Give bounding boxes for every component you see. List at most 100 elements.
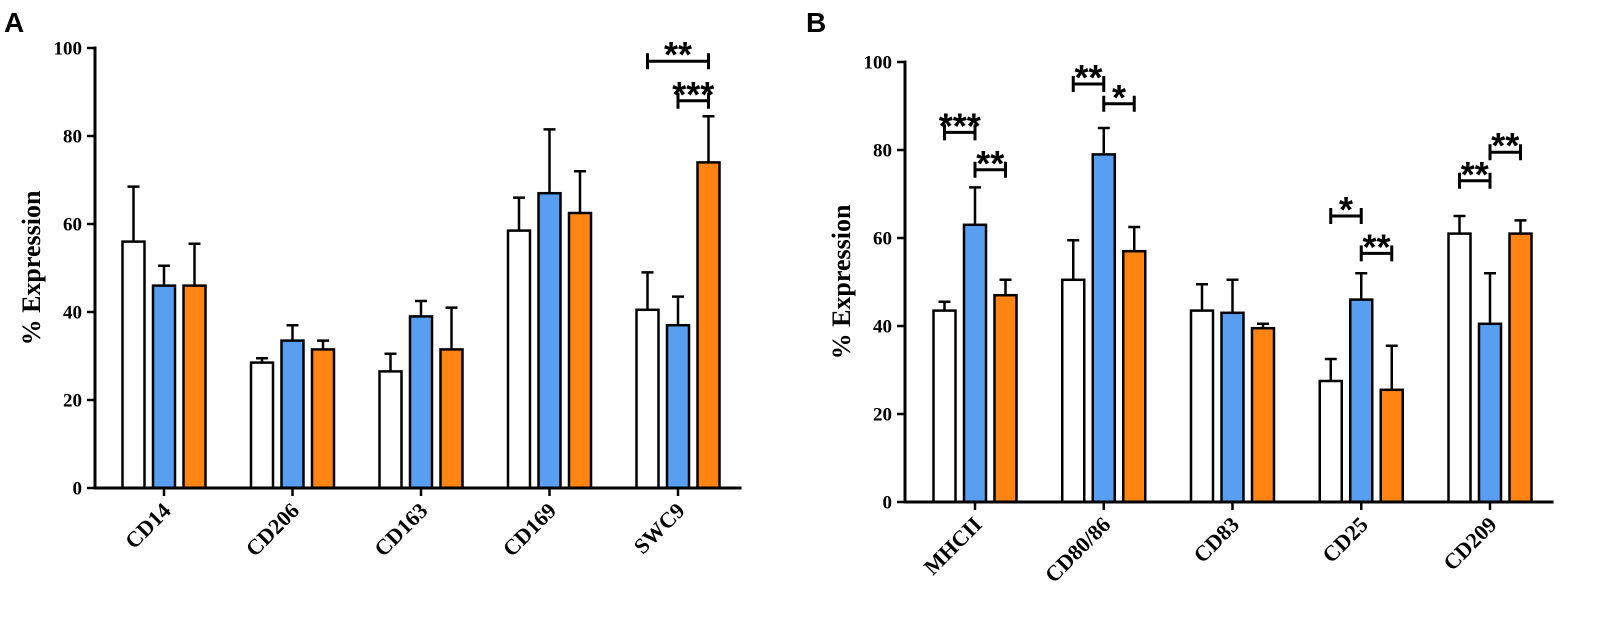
bar-cd83-2 (1220, 311, 1245, 504)
bar-cd169-1 (506, 229, 532, 490)
category-label-mhcii: MHCII (919, 512, 987, 580)
significance-label: ** (976, 143, 1004, 184)
bar-cd25-3 (1379, 388, 1404, 504)
error-bar-mhcii-3 (999, 278, 1012, 296)
bar-cd83-1 (1189, 309, 1215, 504)
error-bar-cd209-1 (1453, 214, 1466, 234)
error-bar-cd14-3 (188, 242, 201, 286)
bar-mhcii-3 (993, 293, 1018, 504)
error-bar-cd206-1 (256, 356, 268, 363)
y-tick-label: 20 (873, 405, 892, 426)
bar-cd83-3 (1250, 326, 1276, 504)
error-bar-cd14-1 (127, 185, 140, 242)
significance-bracket (1458, 172, 1492, 189)
significance-label: *** (672, 74, 714, 115)
chart-panel-b: B % Expression 0 20 40 60 80 100 MHCII CD80/86 CD8… (806, 7, 1554, 588)
bar-cd25-1 (1318, 379, 1343, 504)
y-tick-label: 80 (63, 127, 82, 148)
error-bar-cd209-2 (1484, 271, 1496, 324)
bar-cd80-86-2 (1091, 153, 1116, 504)
y-tick-label: 20 (63, 391, 82, 412)
error-bar-swc9-2 (672, 295, 684, 326)
bar-cd80-86-3 (1122, 249, 1147, 504)
category-label-cd14: CD14 (120, 498, 176, 554)
significance-bracket (1102, 95, 1136, 112)
significance-bracket (1488, 144, 1522, 161)
bar-swc9-1 (635, 308, 660, 490)
bar-cd206-2 (280, 339, 305, 490)
y-tick-label: 100 (54, 39, 83, 60)
category-label-cd80-86: CD80/86 (1040, 512, 1116, 588)
error-bar-mhcii-2 (969, 186, 981, 225)
error-bar-mhcii-1 (938, 300, 951, 311)
bar-cd14-3 (182, 284, 207, 490)
bar-mhcii-2 (962, 223, 988, 504)
category-label-cd209: CD209 (1438, 512, 1501, 575)
bar-cd80-86-1 (1061, 278, 1086, 504)
significance-bracket (943, 124, 977, 141)
category-label-cd25: CD25 (1317, 512, 1373, 568)
category-label-swc9: SWC9 (629, 498, 690, 559)
significance-label: *** (939, 105, 981, 146)
bar-cd14-1 (121, 240, 146, 490)
error-bar-cd83-3 (1257, 322, 1269, 329)
significance-label: ** (1461, 154, 1489, 195)
bar-cd25-2 (1349, 298, 1374, 504)
error-bar-cd163-3 (445, 306, 458, 350)
y-tick-label: 0 (73, 479, 83, 500)
error-bar-cd14-2 (158, 264, 170, 286)
panel-label: B (806, 7, 826, 38)
y-tick-label: 0 (883, 493, 893, 514)
bar-cd163-3 (439, 348, 464, 490)
error-bar-cd163-1 (384, 352, 397, 372)
bar-cd206-1 (249, 361, 275, 490)
y-tick-label: 40 (63, 303, 82, 324)
error-bar-cd80-86-3 (1128, 225, 1141, 252)
bar-cd209-1 (1447, 232, 1472, 504)
category-label-cd83: CD83 (1188, 512, 1244, 568)
bar-swc9-2 (665, 323, 691, 490)
error-bar-cd169-2 (543, 128, 556, 194)
significance-bracket (646, 53, 710, 70)
error-bar-swc9-1 (641, 271, 654, 310)
y-axis-label: % Expression (827, 204, 856, 359)
category-label-cd206: CD206 (241, 498, 304, 561)
error-bar-cd25-2 (1355, 271, 1368, 300)
significance-label: ** (1074, 57, 1102, 98)
y-axis-label: % Expression (17, 190, 46, 345)
chart-panel-a: A % Expression 0 20 40 60 80 100 CD14 CD206 CD163 C… (4, 7, 742, 561)
bar-cd163-2 (408, 315, 434, 490)
bar-swc9-3 (696, 161, 721, 490)
y-tick-label: 40 (873, 317, 892, 338)
error-bar-cd206-2 (286, 323, 299, 341)
error-bar-cd83-1 (1196, 282, 1208, 311)
y-tick-label: 60 (63, 215, 82, 236)
error-bar-cd169-1 (513, 196, 525, 231)
error-bar-cd209-3 (1514, 219, 1527, 234)
bar-cd209-2 (1477, 322, 1503, 504)
bar-cd209-3 (1508, 232, 1533, 504)
y-tick-label: 60 (873, 229, 892, 250)
error-bar-cd83-2 (1226, 278, 1239, 313)
significance-bracket (973, 161, 1007, 178)
significance-bracket (676, 92, 710, 109)
bar-mhcii-1 (932, 309, 957, 504)
error-bar-swc9-3 (702, 114, 715, 163)
error-bar-cd163-2 (415, 299, 427, 317)
significance-label: ** (664, 34, 692, 75)
significance-label: * (1112, 77, 1126, 118)
category-label-cd163: CD163 (369, 498, 432, 561)
error-bar-cd80-86-2 (1097, 126, 1110, 155)
bar-cd206-3 (310, 348, 336, 490)
significance-bracket (1071, 76, 1106, 92)
significance-label: ** (1362, 226, 1390, 267)
error-bar-cd206-3 (317, 339, 329, 350)
error-bar-cd169-3 (574, 169, 586, 213)
error-bar-cd25-1 (1324, 357, 1337, 381)
y-tick-label: 100 (864, 53, 893, 74)
error-bar-cd80-86-1 (1067, 238, 1080, 280)
bar-cd169-2 (537, 191, 562, 490)
panel-label: A (4, 7, 24, 38)
significance-bracket (1329, 208, 1363, 224)
